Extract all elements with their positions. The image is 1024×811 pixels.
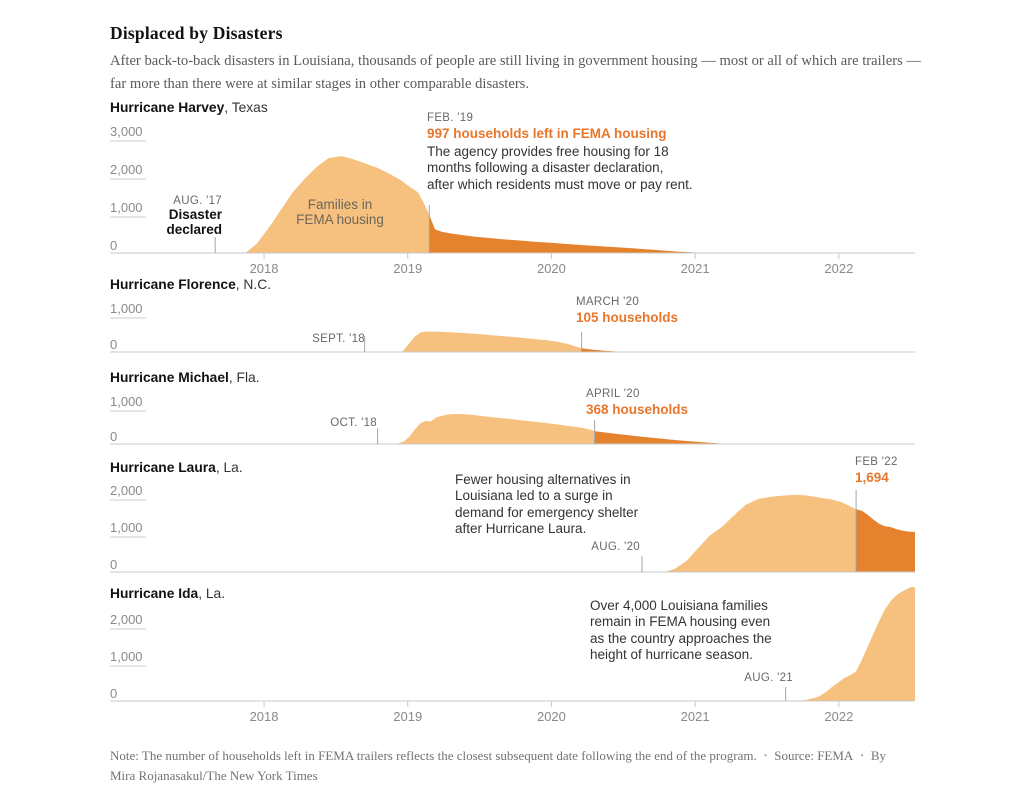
ida-xtick-label: 2018 (249, 709, 279, 724)
hurricane-florence-name: Hurricane Florence (110, 277, 236, 292)
panel-title-florence: Hurricane Florence, N.C. (110, 277, 271, 292)
laura-declared-date: AUG. '20 (591, 541, 640, 553)
laura-ytick-label: 1,000 (110, 520, 143, 535)
florence-program-end-annotation: MARCH '20 105 households (576, 296, 678, 325)
hurricane-florence-location: , N.C. (235, 277, 272, 292)
harvey-xtick-label: 2022 (824, 261, 854, 276)
ida-declared-date: AUG. '21 (744, 672, 793, 684)
michael-ytick-label: 1,000 (110, 394, 143, 409)
harvey-xtick-label: 2021 (680, 261, 710, 276)
michael-ytick-label: 0 (110, 429, 118, 444)
harvey-ytick-label: 2,000 (110, 162, 143, 177)
hurricane-ida-name: Hurricane Ida (110, 586, 199, 601)
harvey-ytick-label: 3,000 (110, 124, 143, 139)
footer-separator-2: • (860, 751, 864, 762)
footer-note-text: Note: The number of households left in F… (110, 748, 757, 763)
harvey-declared-date: AUG. '17 (173, 195, 222, 207)
ida-note: Over 4,000 Louisiana families remain in … (590, 598, 772, 663)
florence-end-date: MARCH '20 (576, 296, 640, 308)
ida-xtick-label: 2019 (393, 709, 423, 724)
panel-title-laura: Hurricane Laura, La. (110, 460, 243, 475)
hurricane-michael-name: Hurricane Michael (110, 370, 229, 385)
hurricane-harvey-location: , Texas (224, 100, 268, 115)
footer-note: Note: The number of households left in F… (110, 746, 912, 786)
harvey-end-body: The agency provides free housing for 18 … (427, 144, 693, 192)
harvey-area-label: Families in FEMA housing (296, 197, 384, 228)
laura-ytick-label: 2,000 (110, 483, 143, 498)
harvey-ytick-label: 1,000 (110, 200, 143, 215)
michael-end-date: APRIL '20 (586, 388, 640, 400)
michael-declared-date: OCT. '18 (330, 417, 377, 429)
laura-program-end-annotation: FEB '22 1,694 (855, 456, 898, 485)
ida-xtick-label: 2021 (680, 709, 710, 724)
michael-end-headline: 368 households (586, 402, 689, 417)
ida-xtick-label: 2020 (536, 709, 566, 724)
harvey-ytick-label: 0 (110, 238, 118, 253)
panel-title-ida: Hurricane Ida, La. (110, 586, 225, 601)
florence-ytick-label: 0 (110, 337, 118, 352)
hurricane-michael-location: , Fla. (228, 370, 260, 385)
laura-ytick-label: 0 (110, 557, 118, 572)
page-title: Displaced by Disasters (110, 23, 283, 43)
harvey-disaster-declared-annotation: AUG. '17 Disaster declared (166, 195, 222, 238)
harvey-xtick-label: 2020 (536, 261, 566, 276)
hurricane-ida-location: , La. (198, 586, 226, 601)
harvey-xtick-label: 2018 (249, 261, 279, 276)
page-subtitle: After back-to-back disasters in Louisian… (110, 53, 921, 92)
panel-title-michael: Hurricane Michael, Fla. (110, 370, 260, 385)
laura-end-date: FEB '22 (855, 456, 898, 468)
florence-end-headline: 105 households (576, 310, 679, 325)
ida-xtick-label: 2022 (824, 709, 854, 724)
footer-source: Source: FEMA (774, 748, 854, 763)
harvey-end-headline: 997 households left in FEMA housing (427, 126, 667, 141)
laura-end-value: 1,694 (855, 470, 889, 485)
harvey-program-end-annotation: FEB. '19 997 households left in FEMA hou… (427, 112, 693, 193)
hurricane-laura-name: Hurricane Laura (110, 460, 216, 475)
ida-ytick-label: 2,000 (110, 612, 143, 627)
ida-ytick-label: 1,000 (110, 649, 143, 664)
hurricane-laura-location: , La. (215, 460, 243, 475)
panel-title-harvey: Hurricane Harvey, Texas (110, 100, 268, 115)
florence-ytick-label: 1,000 (110, 301, 143, 316)
michael-program-end-annotation: APRIL '20 368 households (586, 388, 688, 417)
laura-note: Fewer housing alternatives in Louisiana … (455, 472, 639, 537)
ida-ytick-label: 0 (110, 686, 118, 701)
harvey-end-date: FEB. '19 (427, 112, 474, 124)
footer-byline: By Mira Rojanasakul/The New York Times (110, 748, 887, 784)
florence-declared-date: SEPT. '18 (312, 333, 365, 345)
footer-separator-1: • (763, 751, 768, 762)
hurricane-harvey-name: Hurricane Harvey (110, 100, 225, 115)
harvey-declared-label: Disaster declared (166, 207, 222, 237)
harvey-xtick-label: 2019 (393, 261, 423, 276)
